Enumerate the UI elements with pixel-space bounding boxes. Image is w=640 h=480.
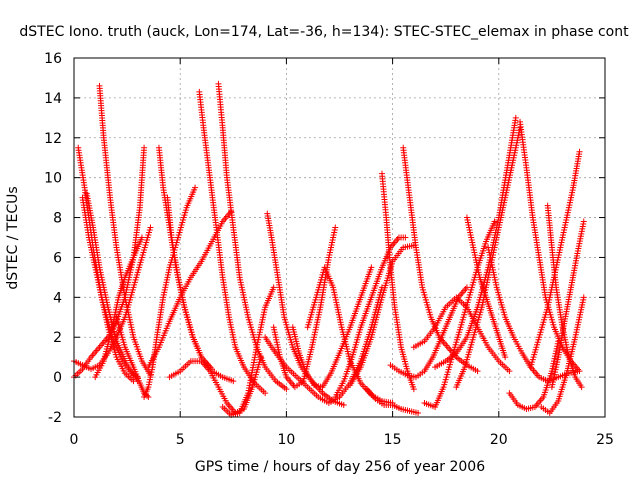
chart-title: dSTEC Iono. truth (auck, Lon=174, Lat=-3…	[19, 24, 629, 40]
y-tick-label: 8	[53, 211, 62, 227]
series	[289, 264, 375, 391]
data-point	[332, 224, 339, 231]
data-point	[368, 264, 375, 271]
data-point	[578, 384, 585, 391]
data-point	[512, 114, 519, 121]
series	[506, 338, 562, 413]
data-point	[402, 234, 409, 241]
y-tick-label: 6	[53, 250, 62, 266]
data-points	[71, 80, 587, 419]
series	[400, 144, 481, 375]
data-point	[147, 224, 154, 231]
series	[548, 218, 587, 391]
series	[364, 386, 422, 417]
series	[347, 242, 417, 389]
data-point	[506, 368, 513, 375]
data-point	[192, 184, 199, 191]
series	[215, 80, 290, 393]
series	[219, 284, 277, 419]
data-point	[262, 390, 269, 397]
data-point	[340, 402, 347, 409]
data-point	[270, 284, 277, 291]
y-tick-label: -2	[48, 410, 62, 426]
series	[517, 118, 583, 375]
axis-ticks	[73, 57, 606, 418]
y-tick-label: 0	[53, 370, 62, 386]
series	[544, 202, 585, 391]
data-point	[491, 218, 498, 225]
series	[196, 88, 269, 397]
x-tick-label: 10	[277, 432, 295, 448]
data-point	[283, 386, 290, 393]
y-tick-labels: -2 0 2 4 6 8 10 12 14 16	[44, 51, 62, 426]
series	[463, 214, 509, 361]
data-point	[502, 354, 509, 361]
data-point	[576, 368, 583, 375]
series	[113, 314, 152, 401]
y-tick-label: 4	[53, 290, 62, 306]
series	[378, 170, 417, 393]
x-tick-labels: 0 5 10 15 20 25	[70, 432, 614, 448]
data-point	[474, 368, 481, 375]
x-tick-label: 15	[384, 432, 402, 448]
y-tick-label: 14	[44, 91, 62, 107]
y-tick-label: 2	[53, 330, 62, 346]
x-tick-label: 0	[70, 432, 79, 448]
x-axis-label: GPS time / hours of day 256 of year 2006	[195, 459, 485, 475]
x-tick-label: 20	[490, 432, 508, 448]
series	[96, 82, 154, 379]
data-point	[138, 234, 145, 241]
series	[538, 294, 587, 417]
data-point	[580, 294, 587, 301]
series	[332, 234, 409, 401]
x-tick-label: 25	[596, 432, 614, 448]
y-axis-label: dSTEC / TECUs	[5, 186, 21, 289]
data-point	[580, 218, 587, 225]
series	[432, 114, 519, 371]
y-tick-label: 10	[44, 171, 62, 187]
series	[304, 264, 396, 407]
series	[145, 208, 235, 371]
series	[92, 234, 145, 381]
y-tick-label: 16	[44, 51, 62, 67]
data-point	[230, 378, 237, 385]
series	[453, 124, 524, 391]
plot-frame	[73, 57, 606, 418]
y-tick-label: 12	[44, 131, 62, 147]
series	[164, 194, 216, 373]
data-point	[410, 386, 417, 393]
x-tick-label: 5	[176, 432, 185, 448]
data-point	[576, 148, 583, 155]
grid	[74, 58, 605, 417]
data-point	[415, 410, 422, 417]
data-point	[257, 354, 264, 361]
